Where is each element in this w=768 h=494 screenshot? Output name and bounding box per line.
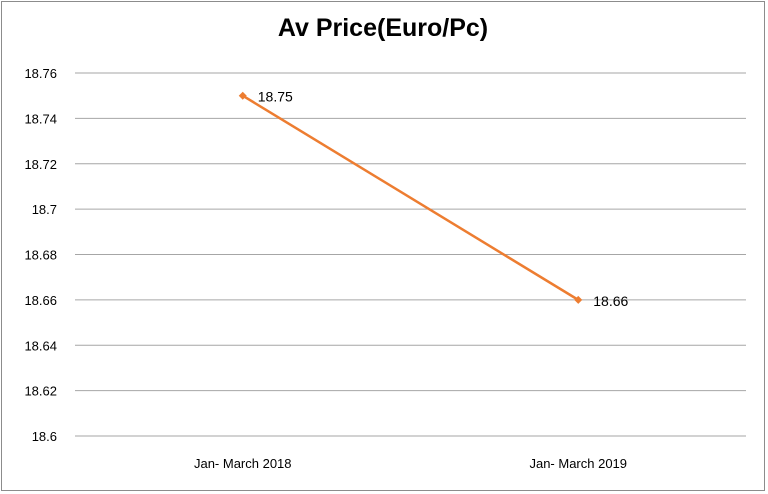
series-line (242, 94, 579, 301)
y-tick-label: 18.6 (32, 429, 57, 444)
data-labels: 18.75 18.66 (258, 89, 629, 309)
x-tick-label: Jan- March 2018 (194, 456, 292, 471)
y-axis-ticks: 18.6 18.62 18.64 18.66 18.68 18.7 18.72 18.74 18… (24, 66, 57, 444)
data-point (238, 91, 247, 100)
y-tick-label: 18.7 (32, 202, 57, 217)
x-axis-ticks: Jan- March 2018 Jan- March 2019 (194, 456, 627, 471)
y-tick-label: 18.62 (24, 384, 57, 399)
chart-title: Av Price(Euro/Pc) (277, 14, 489, 42)
y-tick-label: 18.72 (24, 157, 57, 172)
x-tick-label: Jan- March 2019 (529, 456, 627, 471)
y-tick-label: 18.74 (24, 111, 57, 126)
data-label: 18.66 (593, 293, 628, 309)
y-tick-label: 18.76 (24, 66, 57, 81)
y-tick-label: 18.64 (24, 338, 57, 353)
series-lines (242, 94, 579, 301)
y-tick-label: 18.68 (24, 248, 57, 263)
data-point (574, 295, 583, 304)
y-tick-label: 18.66 (24, 293, 57, 308)
data-points (238, 91, 583, 304)
gridlines (75, 72, 746, 437)
data-label: 18.75 (258, 89, 293, 105)
